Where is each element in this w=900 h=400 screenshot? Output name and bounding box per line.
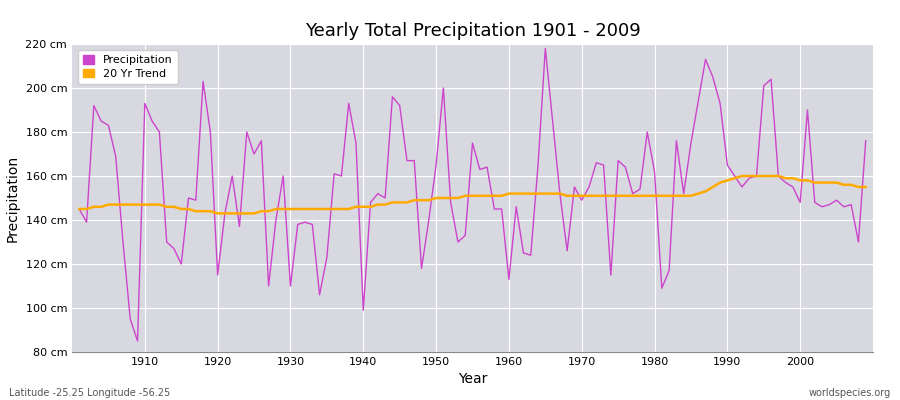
X-axis label: Year: Year: [458, 372, 487, 386]
Legend: Precipitation, 20 Yr Trend: Precipitation, 20 Yr Trend: [77, 50, 178, 84]
Text: worldspecies.org: worldspecies.org: [809, 388, 891, 398]
Title: Yearly Total Precipitation 1901 - 2009: Yearly Total Precipitation 1901 - 2009: [304, 22, 641, 40]
Y-axis label: Precipitation: Precipitation: [5, 154, 20, 242]
Text: Latitude -25.25 Longitude -56.25: Latitude -25.25 Longitude -56.25: [9, 388, 170, 398]
